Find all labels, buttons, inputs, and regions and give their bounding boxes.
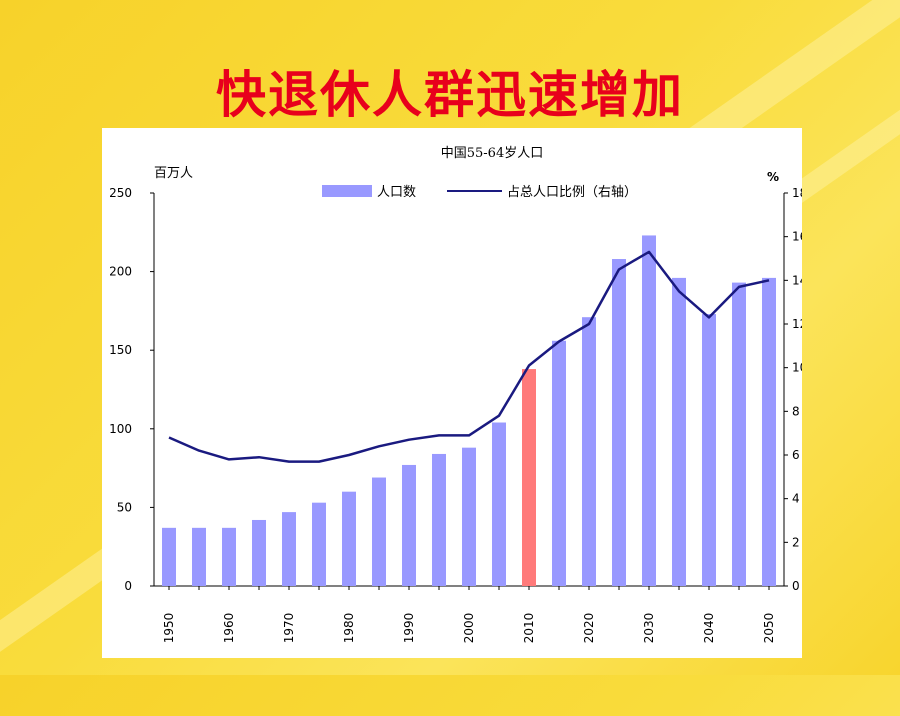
bar bbox=[702, 314, 716, 586]
x-tick-label: 2030 bbox=[642, 613, 656, 644]
left-axis-unit: 百万人 bbox=[154, 166, 193, 181]
x-tick-label: 1960 bbox=[222, 613, 236, 644]
right-tick-label: 18 bbox=[792, 186, 802, 200]
bar bbox=[192, 527, 206, 586]
slide-title: 快退休人群迅速增加 bbox=[216, 65, 684, 124]
legend-line-label: 占总人口比例（右轴） bbox=[507, 185, 637, 200]
chart-panel: 中国55-64岁人口 百万人 % 人口数 占总人口比例（右轴） 0 50 100 15… bbox=[102, 128, 802, 658]
bar bbox=[162, 527, 176, 586]
right-tick-label: 6 bbox=[792, 448, 800, 462]
legend-bar-swatch bbox=[322, 185, 372, 197]
bar bbox=[432, 453, 446, 586]
bar bbox=[612, 259, 626, 586]
right-tick-label: 4 bbox=[792, 492, 800, 506]
bar bbox=[672, 277, 686, 586]
right-axis-unit: % bbox=[767, 170, 779, 184]
bar bbox=[252, 519, 266, 586]
bar bbox=[762, 277, 776, 586]
bar-highlight bbox=[522, 369, 536, 586]
x-tick-label: 1980 bbox=[342, 613, 356, 644]
right-tick-label: 8 bbox=[792, 404, 800, 418]
bar bbox=[372, 477, 386, 586]
bar bbox=[552, 340, 566, 586]
ratio-line bbox=[168, 250, 770, 463]
right-tick-label: 16 bbox=[792, 230, 802, 244]
x-tick-label: 1970 bbox=[282, 613, 296, 644]
left-tick-label: 200 bbox=[109, 265, 132, 279]
bar bbox=[492, 422, 506, 586]
plot-area: 0 50 100 150 200 250 0 2 4 6 8 10 12 14 16 18 1950 1960 19… bbox=[109, 186, 802, 643]
right-tick-label: 0 bbox=[792, 579, 800, 593]
x-tick-label: 2020 bbox=[582, 613, 596, 644]
bar bbox=[222, 527, 236, 586]
bar bbox=[732, 282, 746, 586]
right-tick-label: 12 bbox=[792, 317, 802, 331]
x-tick-label: 1950 bbox=[162, 613, 176, 644]
x-tick-label: 2050 bbox=[762, 613, 776, 644]
bar bbox=[642, 235, 656, 586]
bar bbox=[462, 447, 476, 586]
x-tick-label: 2040 bbox=[702, 613, 716, 644]
bar bbox=[402, 464, 416, 586]
right-tick-label: 2 bbox=[792, 535, 800, 549]
bar bbox=[342, 491, 356, 586]
left-tick-label: 100 bbox=[109, 422, 132, 436]
bar bbox=[582, 317, 596, 586]
left-tick-label: 50 bbox=[117, 500, 132, 514]
right-tick-label: 10 bbox=[792, 361, 802, 375]
chart-title: 中国55-64岁人口 bbox=[441, 146, 543, 161]
bar bbox=[312, 502, 326, 586]
x-tick-label: 2000 bbox=[462, 613, 476, 644]
left-tick-label: 150 bbox=[109, 343, 132, 357]
x-tick-label: 2010 bbox=[522, 613, 536, 644]
left-tick-label: 0 bbox=[124, 579, 132, 593]
legend-bar-label: 人口数 bbox=[377, 185, 416, 200]
right-tick-label: 14 bbox=[792, 273, 802, 287]
x-tick-label: 1990 bbox=[402, 613, 416, 644]
left-tick-label: 250 bbox=[109, 186, 132, 200]
chart: 中国55-64岁人口 百万人 % 人口数 占总人口比例（右轴） 05010015… bbox=[109, 146, 802, 643]
bar bbox=[282, 512, 296, 586]
